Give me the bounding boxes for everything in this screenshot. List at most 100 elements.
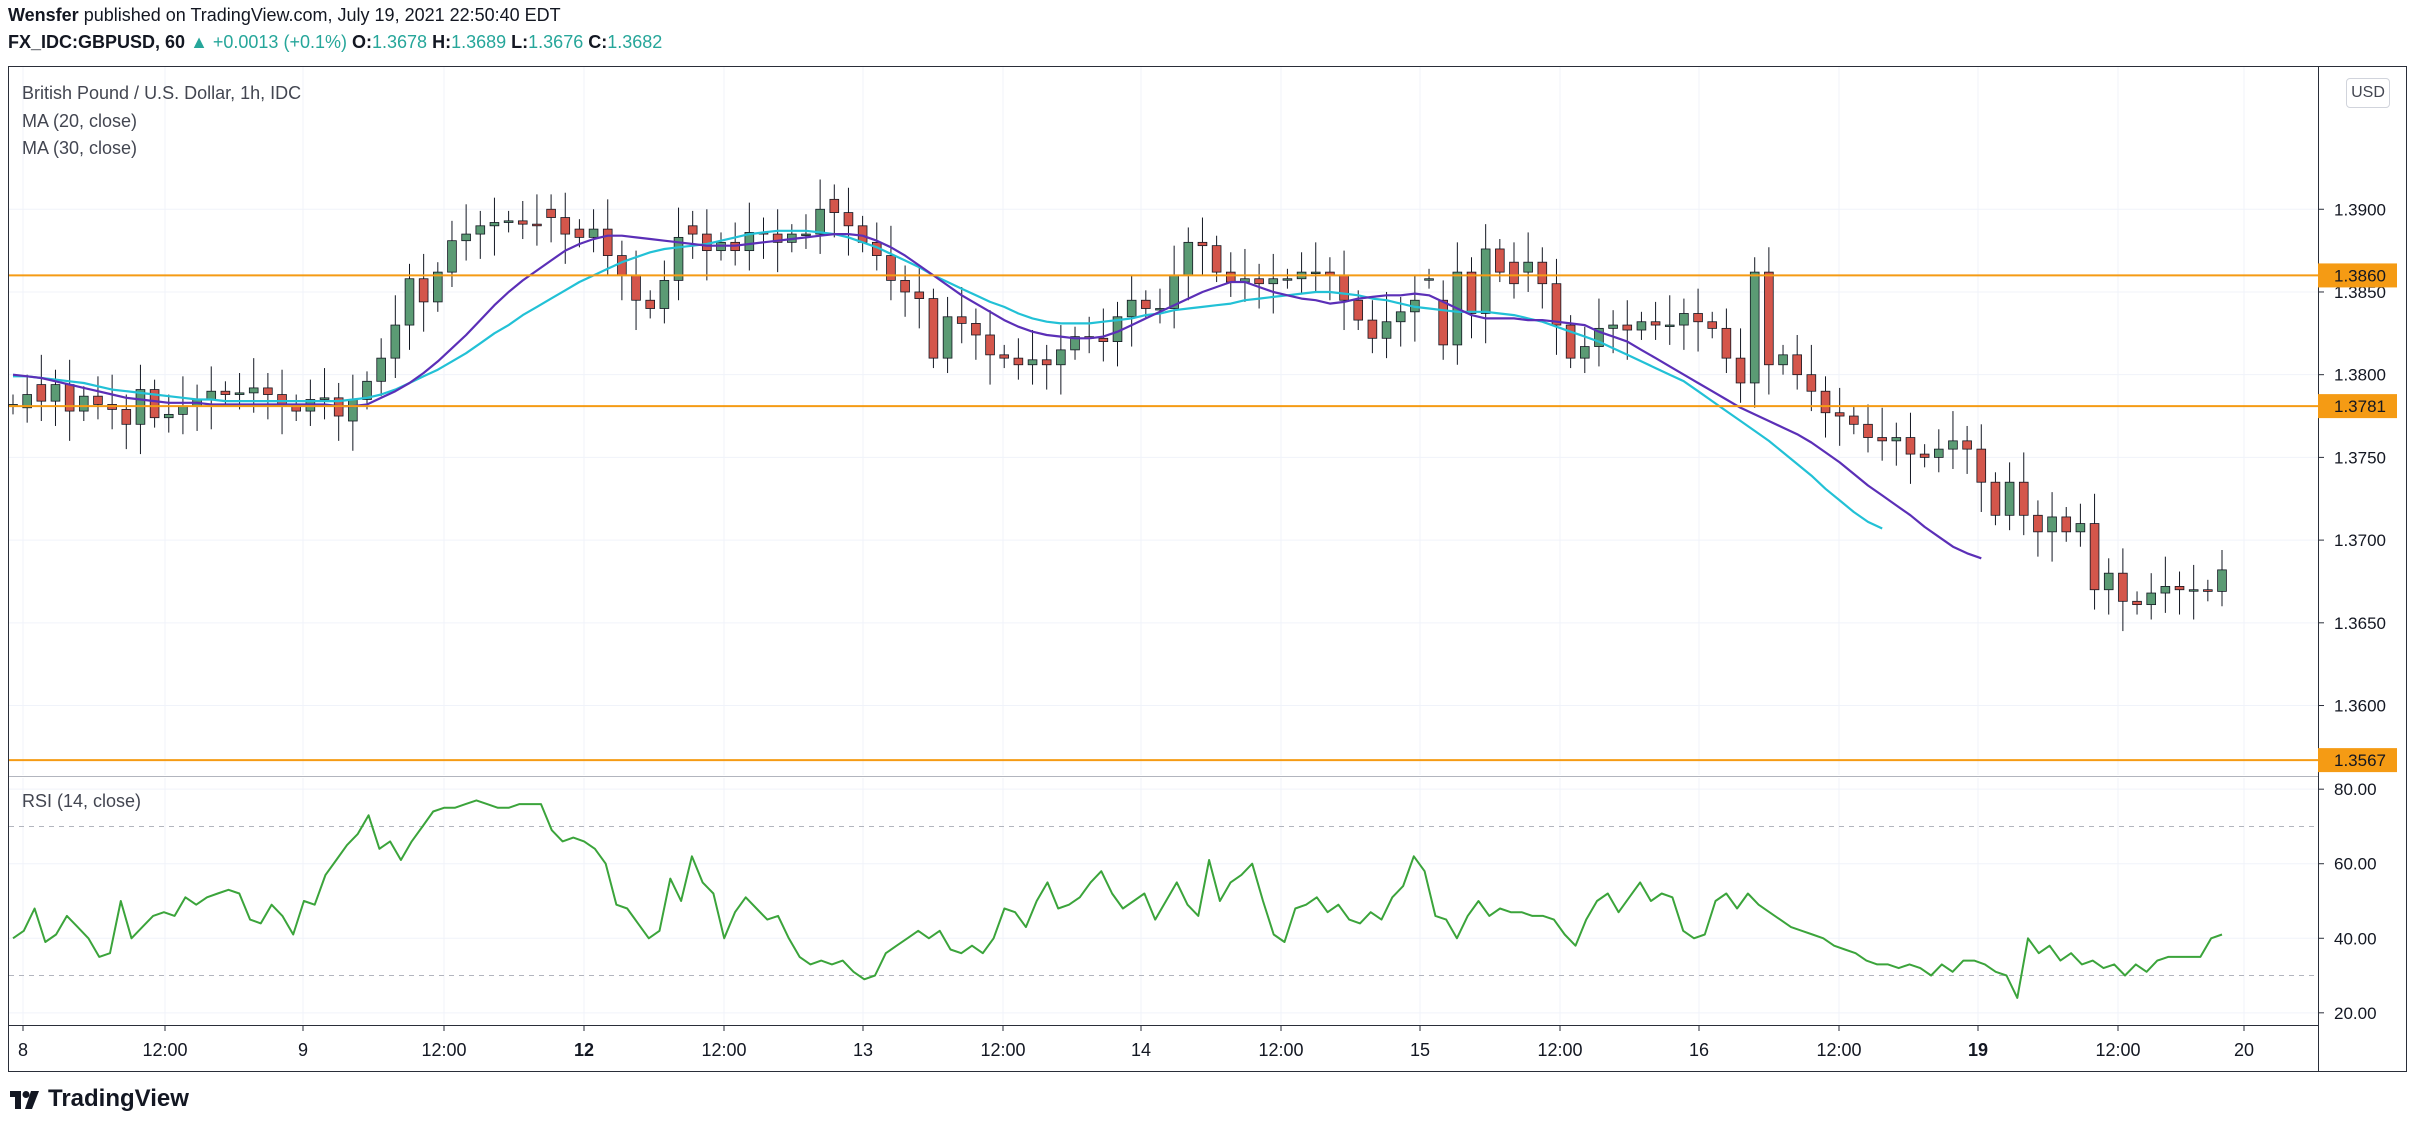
candle-up xyxy=(1579,346,1590,359)
x-tick-label: 19 xyxy=(1968,1040,1988,1060)
candle-down xyxy=(1650,321,1661,326)
candle-down xyxy=(1622,324,1633,331)
candle-down xyxy=(1919,453,1930,458)
candle-up xyxy=(1749,271,1760,384)
candle-down xyxy=(1225,271,1236,283)
candle-down xyxy=(2089,523,2100,591)
candle-down xyxy=(1976,448,1987,483)
candle-up xyxy=(1679,313,1689,326)
x-tick-label: 12:00 xyxy=(142,1040,187,1060)
candle-down xyxy=(843,212,854,227)
tradingview-logo[interactable]: TradingView xyxy=(10,1085,189,1113)
x-tick-label: 20 xyxy=(2234,1040,2254,1060)
candle-down xyxy=(687,225,698,235)
candle-down xyxy=(1707,321,1718,329)
rsi-line xyxy=(12,799,2223,999)
candle-down xyxy=(985,334,995,356)
low-label: L: xyxy=(511,32,529,52)
x-tick-label: 15 xyxy=(1410,1040,1430,1060)
level-price-badge xyxy=(2318,263,2397,288)
candle-up xyxy=(362,380,372,400)
chart-title[interactable]: British Pound / U.S. Dollar, 1h, IDC xyxy=(22,83,302,103)
candle-down xyxy=(1041,359,1052,366)
candle-down xyxy=(277,394,287,405)
candle-up xyxy=(815,208,825,235)
candle-down xyxy=(1537,261,1548,285)
candle-down xyxy=(1211,245,1222,273)
tradingview-logo-icon xyxy=(10,1091,39,1109)
candle-up xyxy=(163,413,174,419)
candle-up xyxy=(22,394,32,409)
candle-down xyxy=(1693,313,1703,323)
candle-up xyxy=(1395,311,1406,323)
ma20-legend[interactable]: MA (20, close) xyxy=(22,111,138,131)
candle-up xyxy=(1310,271,1321,275)
candle-down xyxy=(1466,271,1477,314)
candle-up xyxy=(489,222,500,227)
x-tick-label: 12:00 xyxy=(1258,1040,1303,1060)
candle-down xyxy=(617,255,627,276)
ma30-legend[interactable]: MA (30, close) xyxy=(22,138,138,158)
level-price-badge xyxy=(2318,748,2397,773)
candle-up xyxy=(248,387,259,394)
candle-up xyxy=(673,236,684,281)
candle-down xyxy=(1509,261,1519,285)
candle-down xyxy=(914,291,925,299)
candle-down xyxy=(2132,600,2142,606)
candle-up xyxy=(1027,359,1038,366)
candle-up xyxy=(1268,278,1279,285)
candle-down xyxy=(971,323,981,336)
candle-down xyxy=(93,395,103,405)
level-price-badge xyxy=(2318,394,2397,419)
candle-down xyxy=(1551,283,1562,326)
candle-up xyxy=(1183,241,1194,276)
candle-down xyxy=(1877,437,1887,442)
y-tick-label: 1.3600 xyxy=(2334,697,2386,716)
candle-down xyxy=(1495,248,1505,273)
candle-down xyxy=(36,384,47,402)
candle-up xyxy=(79,395,89,412)
candle-down xyxy=(149,389,160,419)
level-price-label: 1.3567 xyxy=(2334,751,2386,770)
y-tick-label: 1.3700 xyxy=(2334,531,2386,550)
candle-down xyxy=(2203,589,2213,592)
candle-down xyxy=(1863,423,1873,438)
ma30-line xyxy=(13,229,1883,530)
candle-up xyxy=(744,232,755,252)
currency-button[interactable]: USD xyxy=(2346,78,2390,108)
price-change: ▲ +0.0013 (+0.1%) xyxy=(190,32,347,52)
candle-down xyxy=(517,220,528,225)
candle-up xyxy=(319,397,330,400)
level-price-label: 1.3781 xyxy=(2334,397,2386,416)
candle-down xyxy=(829,198,840,213)
candle-up xyxy=(2047,516,2057,533)
publish-date: published on TradingView.com, July 19, 2… xyxy=(78,5,561,25)
candle-up xyxy=(1636,321,1647,331)
open-value: 1.3678 xyxy=(372,32,428,52)
candle-down xyxy=(1764,271,1774,366)
rsi-legend[interactable]: RSI (14, close) xyxy=(22,791,142,811)
publish-info: Wensfer published on TradingView.com, Ju… xyxy=(8,5,561,26)
candle-down xyxy=(1367,319,1378,339)
candle-down xyxy=(418,278,429,303)
candle-up xyxy=(659,279,670,309)
candle-down xyxy=(2061,516,2072,533)
candle-down xyxy=(121,409,132,425)
x-tick-label: 12:00 xyxy=(421,1040,466,1060)
candle-down xyxy=(631,275,641,301)
candle-up xyxy=(433,271,443,303)
candle-up xyxy=(1126,299,1137,318)
candle-down xyxy=(1013,357,1024,366)
candle-up xyxy=(178,405,188,415)
author-name[interactable]: Wensfer xyxy=(8,5,79,25)
candle-up xyxy=(234,392,245,395)
candle-up xyxy=(1282,278,1293,281)
candle-up xyxy=(376,357,386,382)
candle-up xyxy=(1934,448,1944,458)
x-tick-label: 13 xyxy=(853,1040,873,1060)
close-value: 1.3682 xyxy=(607,32,663,52)
candle-up xyxy=(475,225,486,235)
candle-up xyxy=(1891,437,1902,442)
candle-up xyxy=(2188,589,2199,592)
